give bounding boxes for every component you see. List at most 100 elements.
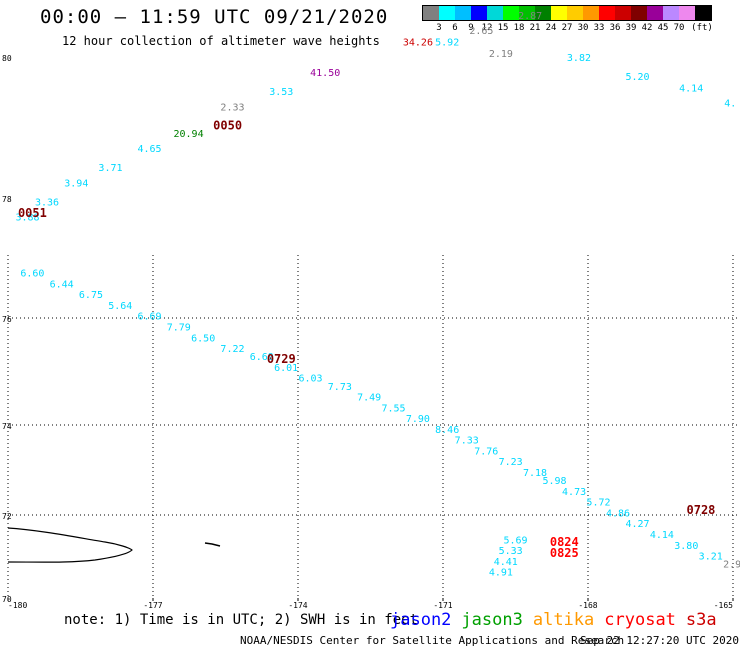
wave-height-value: 8.46	[435, 425, 459, 436]
legend-swatch	[583, 6, 599, 20]
wave-height-value: 5.20	[625, 72, 649, 83]
legend-swatch	[471, 6, 487, 20]
wave-height-legend: (ft) 3 6 9 12 15 18 21 24 27 30 33 36 39 42 45 70	[422, 5, 713, 35]
wave-height-value: 3.71	[98, 163, 122, 174]
legend-tick-label: 12	[481, 23, 493, 33]
legend-tick-label: 33	[593, 23, 605, 33]
wave-height-value: 7.79	[167, 322, 191, 333]
wave-height-value: 20.94	[174, 129, 204, 140]
wave-height-value: 6.50	[191, 333, 215, 344]
coastline-islet	[204, 542, 221, 547]
wave-height-value: 3.53	[269, 87, 293, 98]
legend-swatch	[551, 6, 567, 20]
legend-swatch	[647, 6, 663, 20]
legend-tick-label: 70	[673, 23, 685, 33]
wave-height-value: 5.64	[108, 301, 132, 312]
coastline-island	[7, 527, 133, 563]
pass-time-label: 0051	[18, 206, 47, 220]
wave-height-value: 4.14	[650, 530, 674, 541]
legend-tick-label: 15	[497, 23, 509, 33]
footer-generated-date: Sep 22 12:27:20 UTC 2020	[580, 634, 739, 647]
wave-height-value: 7.18	[523, 468, 547, 479]
legend-tick-label: 45	[657, 23, 669, 33]
lat-label: 78	[2, 195, 12, 204]
wave-height-value: 5.98	[543, 476, 567, 487]
lat-label: 72	[2, 512, 12, 521]
lat-label: 76	[2, 315, 12, 324]
legend-labels: (ft) 3 6 9 12 15 18 21 24 27 30 33 36 39 42 45 70	[422, 21, 713, 35]
satellite-name: jason2	[390, 610, 452, 630]
wave-height-value: 3.21	[699, 552, 723, 563]
wave-height-value: 4.65	[137, 144, 161, 155]
wave-height-value: 3.80	[674, 541, 698, 552]
legend-colorbar	[422, 5, 712, 21]
legend-swatch	[631, 6, 647, 20]
legend-tick-label: 9	[468, 23, 474, 33]
satellite-name: s3a	[685, 610, 717, 630]
legend-tick-label: 42	[641, 23, 653, 33]
wave-height-value: 5.72	[586, 498, 610, 509]
pass-time-label: 0729	[267, 352, 296, 366]
lon-label: -168	[578, 601, 597, 610]
wave-height-value: 5.69	[503, 535, 527, 546]
wave-height-value: 3.36	[35, 198, 59, 209]
wave-height-value: 4.	[724, 99, 736, 110]
legend-tick-label: 18	[513, 23, 525, 33]
wave-height-value: 3.94	[64, 178, 88, 189]
wave-height-value: 5.33	[499, 546, 523, 557]
footer-credit: NOAA/NESDIS Center for Satellite Applica…	[240, 634, 625, 647]
lat-label: 70	[2, 595, 12, 604]
legend-swatch	[455, 6, 471, 20]
wave-height-value: 5.92	[435, 38, 459, 49]
wave-height-value: 6.69	[250, 352, 274, 363]
satellite-name: altika	[532, 610, 595, 630]
legend-tick-label: 39	[625, 23, 637, 33]
wave-height-value: 2.65	[469, 26, 493, 37]
wave-height-value: 7.90	[406, 414, 430, 425]
lat-label: 80	[2, 54, 12, 63]
map-title: 00:00 – 11:59 UTC 09/21/2020	[40, 6, 389, 28]
legend-swatch	[679, 6, 695, 20]
legend-unit: (ft)	[691, 23, 713, 33]
wave-height-value: 34.26	[403, 38, 433, 49]
wave-height-value: 4.86	[606, 508, 630, 519]
legend-swatch	[503, 6, 519, 20]
wave-height-value: 4.41	[494, 557, 518, 568]
wave-height-value: 4.14	[679, 83, 703, 94]
wave-height-value: 7.55	[381, 403, 405, 414]
wave-height-value: 6.44	[50, 279, 74, 290]
legend-swatch	[535, 6, 551, 20]
legend-swatch	[487, 6, 503, 20]
wave-height-value: 4.73	[562, 487, 586, 498]
legend-swatch	[695, 6, 711, 20]
wave-height-value: 6.75	[79, 290, 103, 301]
legend-swatch	[423, 6, 439, 20]
legend-tick-label: 24	[545, 23, 557, 33]
wave-height-value: 7.23	[499, 457, 523, 468]
lon-label: -165	[714, 601, 733, 610]
pass-time-label: 0050	[213, 118, 242, 132]
legend-tick-label: 27	[561, 23, 573, 33]
legend-tick-label: 3	[436, 23, 442, 33]
legend-swatch	[567, 6, 583, 20]
wave-height-value: 6.03	[299, 374, 323, 385]
lat-label: 74	[2, 422, 12, 431]
wave-height-value: 2.96	[723, 560, 740, 571]
pass-time-label: 0825	[550, 546, 579, 560]
legend-tick-label: 21	[529, 23, 541, 33]
wave-height-value: 4.27	[625, 519, 649, 530]
wave-height-value: 3.88	[15, 213, 39, 224]
lon-label: -174	[288, 601, 307, 610]
legend-swatch	[439, 6, 455, 20]
wave-height-value: 2.33	[220, 102, 244, 113]
wave-height-value: 6.01	[274, 363, 298, 374]
wave-height-value: 7.76	[474, 446, 498, 457]
wave-height-value: 7.49	[357, 393, 381, 404]
wave-height-value: 7.33	[455, 436, 479, 447]
wave-height-value: 3.82	[567, 53, 591, 64]
lon-label: -171	[433, 601, 452, 610]
map-subtitle: 12 hour collection of altimeter wave hei…	[62, 34, 380, 48]
legend-tick-label: 36	[609, 23, 621, 33]
wave-height-value: 4.91	[489, 568, 513, 579]
